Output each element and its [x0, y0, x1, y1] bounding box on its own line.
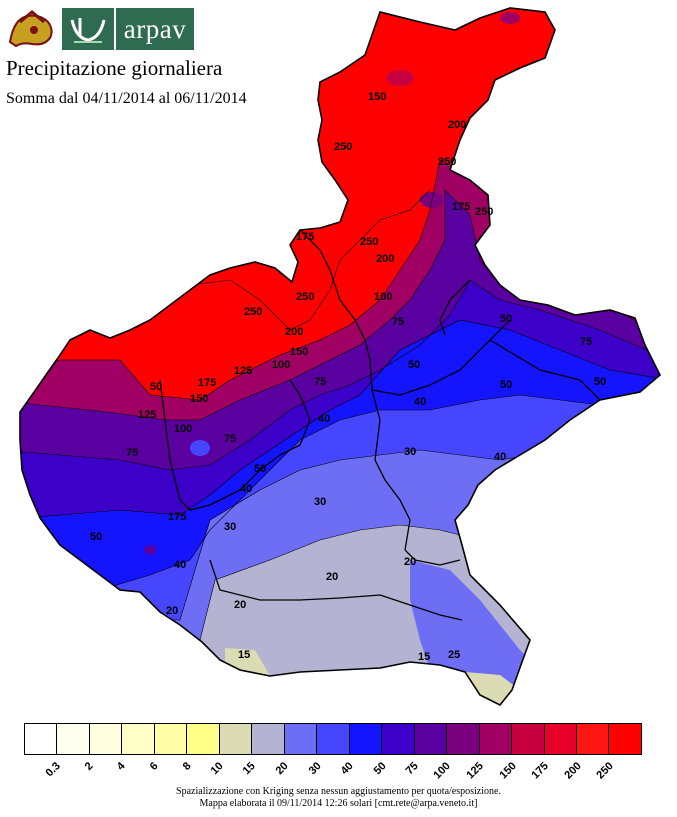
page-subtitle: Somma dal 04/11/2014 al 06/11/2014 [6, 90, 247, 107]
contour-label: 50 [90, 531, 102, 543]
contour-label: 100 [174, 423, 192, 435]
footnote-method: Spazializzazione con Kriging senza nessu… [176, 786, 501, 797]
contour-value-labels: 150 200 250 250 175 250 250 175 200 250 … [90, 91, 606, 663]
legend-label: 20 [273, 760, 291, 778]
contour-label: 175 [168, 511, 186, 523]
legend-label: 50 [371, 760, 389, 778]
legend-label: 75 [403, 760, 421, 778]
contour-label: 40 [240, 483, 252, 495]
legend-label: 150 [496, 760, 519, 782]
legend-label: 2 [82, 760, 96, 773]
legend-swatch [414, 724, 448, 754]
legend-swatch [57, 724, 90, 754]
contour-label: 40 [414, 396, 426, 408]
legend-label: 10 [208, 760, 226, 778]
legend-label: 8 [180, 760, 194, 773]
contour-label: 50 [500, 379, 512, 391]
legend-swatch [154, 724, 188, 754]
contour-label: 30 [404, 446, 416, 458]
legend-label: 30 [306, 760, 324, 778]
contour-label: 125 [234, 365, 252, 377]
legend-swatch [349, 724, 383, 754]
precipitation-map: 150 200 250 250 175 250 250 175 200 250 … [19, 7, 661, 706]
legend-label: 15 [241, 760, 259, 778]
contour-label: 175 [452, 201, 470, 213]
contour-label: 50 [500, 313, 512, 325]
contour-label: 50 [408, 359, 420, 371]
contour-label: 20 [404, 556, 416, 568]
legend-swatch [25, 724, 58, 754]
contour-label: 200 [448, 119, 466, 131]
contour-label: 150 [190, 393, 208, 405]
contour-label: 250 [296, 291, 314, 303]
page-title: Precipitazione giornaliera [6, 56, 223, 80]
contour-label: 250 [244, 306, 262, 318]
legend-swatch [284, 724, 318, 754]
arpav-logo: arpav [4, 8, 194, 50]
contour-lines [20, 159, 660, 661]
contour-label: 20 [166, 605, 178, 617]
legend-swatch [609, 724, 641, 754]
legend-swatch [447, 724, 480, 754]
legend-swatch [122, 724, 155, 754]
contour-label: 250 [475, 206, 493, 218]
legend-label: 125 [464, 760, 486, 782]
contour-label: 25 [448, 649, 460, 661]
legend-label: 6 [147, 760, 161, 773]
contour-label: 75 [580, 336, 592, 348]
contour-label: 175 [198, 377, 216, 389]
contour-label: 50 [150, 381, 162, 393]
contour-label: 30 [224, 521, 236, 533]
contour-label: 150 [368, 91, 386, 103]
contour-label: 40 [174, 559, 186, 571]
legend-swatch [544, 724, 577, 754]
contour-label: 100 [374, 291, 392, 303]
contour-label: 100 [272, 359, 290, 371]
contour-label: 200 [376, 253, 394, 265]
contour-label: 40 [494, 451, 506, 463]
contour-label: 75 [224, 433, 236, 445]
legend-color-bar [24, 723, 642, 755]
legend-swatch [89, 724, 123, 754]
contour-label: 75 [392, 316, 404, 328]
contour-label: 50 [254, 463, 266, 475]
legend-swatch [576, 724, 610, 754]
contour-label: 20 [326, 571, 338, 583]
legend-label: 40 [338, 760, 356, 778]
legend-swatch [219, 724, 253, 754]
contour-label: 250 [438, 156, 456, 168]
legend-swatch [382, 724, 415, 754]
legend-label: 0.3 [43, 760, 64, 780]
contour-label: 50 [594, 376, 606, 388]
contour-label: 250 [360, 236, 378, 248]
legend-label: 4 [115, 760, 129, 773]
contour-label: 15 [418, 651, 430, 663]
lion-emblem-icon [4, 8, 58, 50]
contour-label: 175 [296, 231, 314, 243]
contour-label: 20 [234, 599, 246, 611]
contour-label: 40 [318, 413, 330, 425]
legend-labels: 0.3 2 4 6 8 10 15 20 30 40 50 75 100 125 150 175 200 250 [24, 760, 642, 782]
contour-label: 200 [285, 326, 303, 338]
legend-label: 250 [594, 760, 616, 782]
legend-swatch [252, 724, 285, 754]
contour-label: 30 [314, 496, 326, 508]
province-borders [19, 7, 661, 706]
arpav-mark-icon [62, 8, 114, 50]
contour-label: 75 [314, 376, 326, 388]
legend-label: 175 [529, 760, 551, 782]
footnote-credit: Mappa elaborata il 09/11/2014 12:26 sola… [199, 798, 478, 809]
legend-swatch [479, 724, 513, 754]
legend-swatch [187, 724, 220, 754]
legend-label: 100 [431, 760, 454, 782]
contour-label: 15 [238, 649, 250, 661]
contour-label: 125 [138, 409, 156, 421]
contour-label: 75 [126, 447, 138, 459]
logo-text: arpav [116, 8, 194, 50]
contour-label: 250 [334, 141, 352, 153]
legend-label: 200 [561, 760, 584, 782]
contour-label: 150 [290, 346, 308, 358]
legend-swatch [512, 724, 545, 754]
legend-swatch [317, 724, 350, 754]
